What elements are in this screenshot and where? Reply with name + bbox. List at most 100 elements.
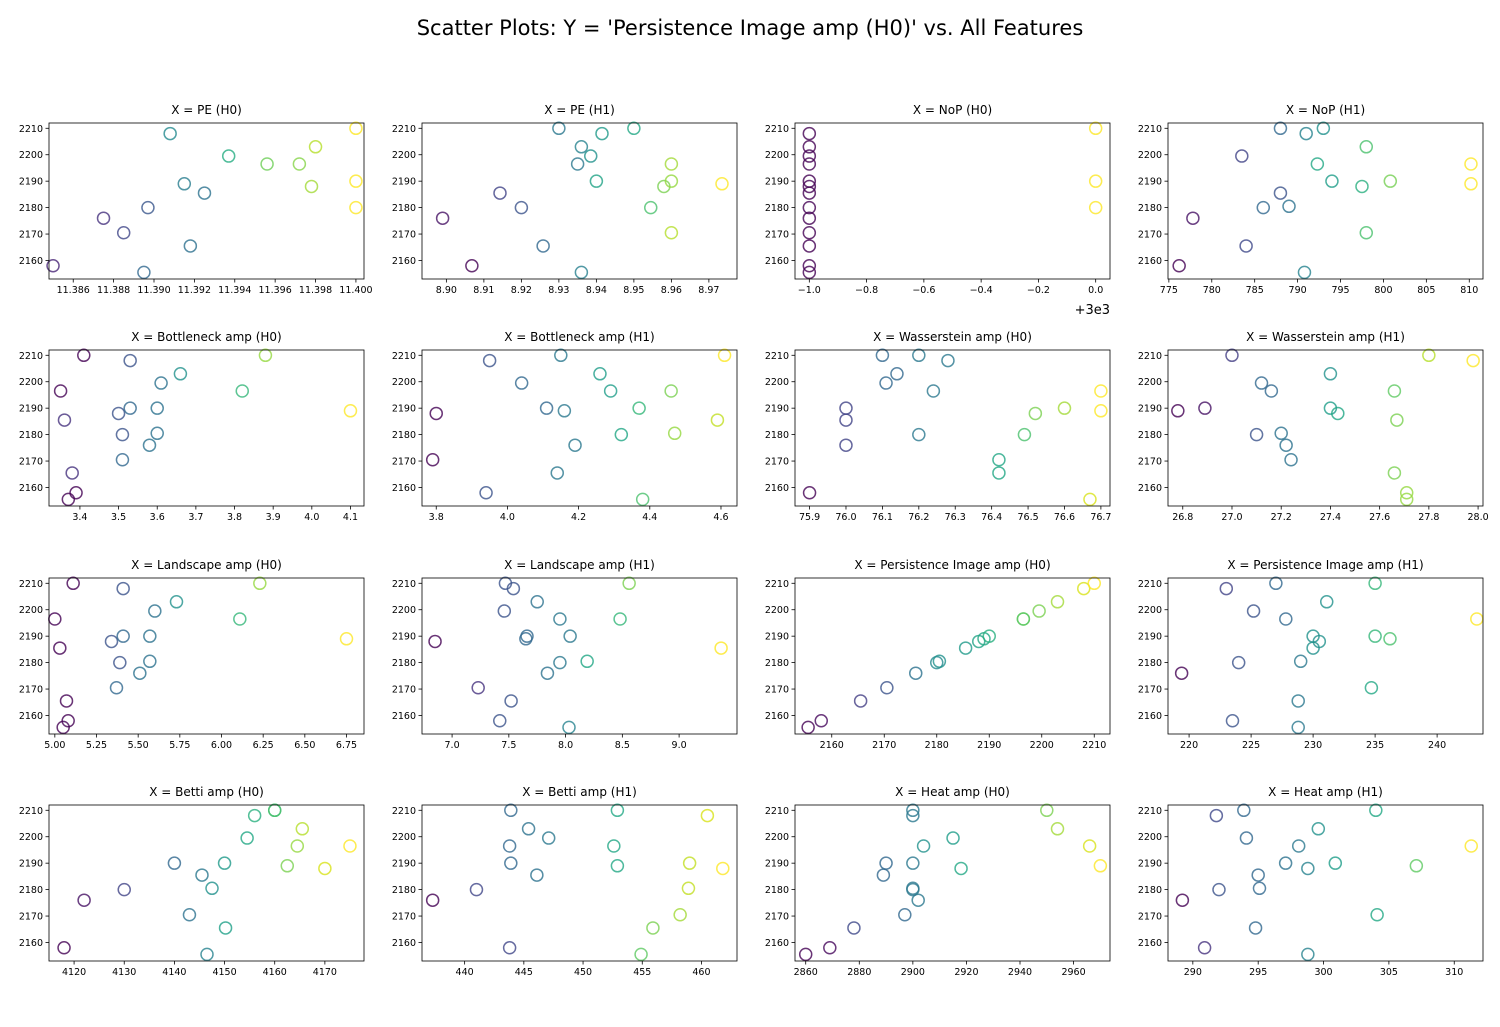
scatter-point [681, 881, 696, 896]
scatter-point [1291, 694, 1305, 708]
scatter-point [143, 629, 157, 643]
scatter-point [59, 694, 74, 708]
scatter-point [634, 947, 648, 962]
x-tick-label: 3.9 [266, 512, 281, 523]
x-tick-label: 8.95 [623, 285, 644, 296]
scatter-point [141, 200, 155, 215]
y-tick-label: 2200 [1138, 832, 1162, 843]
y-tick-label: 2160 [392, 711, 416, 722]
x-tick-label: 2170 [872, 740, 896, 751]
scatter-point [267, 803, 282, 818]
scatter-point [802, 126, 817, 141]
scatter-point [425, 893, 440, 907]
scatter-point [116, 225, 131, 240]
scatter-point [1466, 353, 1480, 368]
y-tick-label: 2210 [765, 579, 789, 590]
scatter-point [992, 452, 1006, 467]
x-tick-label: 810 [1460, 285, 1478, 296]
scatter-point [258, 348, 273, 363]
scatter-point [150, 401, 164, 415]
y-tick-label: 2170 [1138, 912, 1162, 923]
scatter-point [1291, 839, 1306, 853]
y-tick-label: 2170 [1138, 230, 1162, 241]
scatter-point [552, 121, 566, 136]
x-tick-label: 2210 [1082, 740, 1106, 751]
scatter-point [143, 654, 157, 669]
x-tick-label: 6.50 [294, 740, 315, 751]
scatter-point [1171, 404, 1185, 418]
scatter-point [1088, 200, 1103, 215]
scatter-point [469, 882, 484, 897]
x-tick-label: 9.0 [672, 740, 687, 751]
scatter-point [801, 720, 815, 735]
x-tick-label: 8.91 [473, 285, 494, 296]
scatter-point [839, 401, 853, 415]
subplot-title: X = Wasserstein amp (H0) [873, 330, 1032, 344]
y-tick-label: 2190 [19, 632, 43, 643]
scatter-point [235, 384, 249, 398]
subplot-7: X = Wasserstein amp (H1) 26.8 27.0 27.2 27.4… [1138, 330, 1489, 523]
x-tick-label: 2880 [847, 967, 871, 978]
y-tick-label: 2180 [765, 658, 789, 669]
y-tick-label: 2190 [392, 177, 416, 188]
x-tick-label: 7.5 [501, 740, 516, 751]
scatter-point [292, 157, 307, 171]
scatter-point [553, 655, 567, 670]
scatter-point [593, 367, 607, 381]
x-tick-label: 76.3 [945, 512, 966, 523]
scatter-point [514, 200, 529, 215]
y-tick-label: 2180 [392, 885, 416, 896]
scatter-point [941, 353, 955, 368]
scatter-point [57, 941, 71, 955]
axes-frame [48, 122, 365, 280]
x-tick-label: 2180 [925, 740, 949, 751]
scatter-point [514, 376, 529, 390]
scatter-point [1248, 921, 1263, 935]
axes-frame [794, 577, 1111, 735]
scatter-point [710, 413, 725, 427]
x-tick-label: 220 [1180, 740, 1198, 751]
scatter-point [1093, 859, 1108, 873]
y-tick-label: 2190 [19, 404, 43, 415]
y-tick-label: 2180 [1138, 885, 1162, 896]
axes-frame [421, 577, 738, 735]
axes-frame [48, 577, 365, 735]
x-tick-label: 225 [1242, 740, 1260, 751]
subplot-4: X = Bottleneck amp (H0) 3.4 3.5 3.6 3.7 3.8 3.… [19, 330, 365, 523]
x-tick-label: 4120 [62, 967, 86, 978]
scatter-point [898, 907, 912, 922]
scatter-point [646, 921, 660, 935]
scatter-point [1312, 634, 1327, 649]
y-tick-label: 2170 [392, 457, 416, 468]
x-tick-label: 8.93 [548, 285, 569, 296]
y-tick-label: 2180 [19, 430, 43, 441]
y-tick-label: 2180 [1138, 203, 1162, 214]
y-tick-label: 2190 [19, 177, 43, 188]
y-tick-label: 2160 [765, 938, 789, 949]
scatter-point [77, 348, 91, 363]
x-tick-label: 2920 [954, 967, 978, 978]
y-tick-label: 2210 [1138, 806, 1162, 817]
scatter-point [1409, 859, 1424, 873]
scatter-point [1239, 239, 1253, 253]
y-tick-label: 2160 [392, 483, 416, 494]
x-tick-label: −0.8 [855, 285, 878, 296]
axes-frame [794, 122, 1111, 280]
scatter-point [1050, 822, 1065, 836]
x-tick-label: 8.0 [558, 740, 573, 751]
scatter-point [465, 259, 479, 273]
scatter-point [502, 839, 517, 853]
scatter-point [1370, 907, 1384, 922]
y-tick-label: 2200 [392, 377, 416, 388]
scatter-point [557, 404, 572, 418]
scatter-point [802, 140, 817, 154]
scatter-point [435, 211, 450, 225]
subplot-3: X = NoP (H1) 775 780 785 790 795 800 805 810 2160… [1138, 103, 1484, 296]
scatter-point [280, 859, 295, 873]
scatter-point [1279, 438, 1293, 452]
x-tick-label: 2160 [820, 740, 844, 751]
axes-frame [48, 804, 365, 962]
figure-title: Scatter Plots: Y = 'Persistence Image am… [416, 16, 1084, 40]
scatter-point [504, 803, 518, 818]
scatter-point [613, 612, 627, 626]
